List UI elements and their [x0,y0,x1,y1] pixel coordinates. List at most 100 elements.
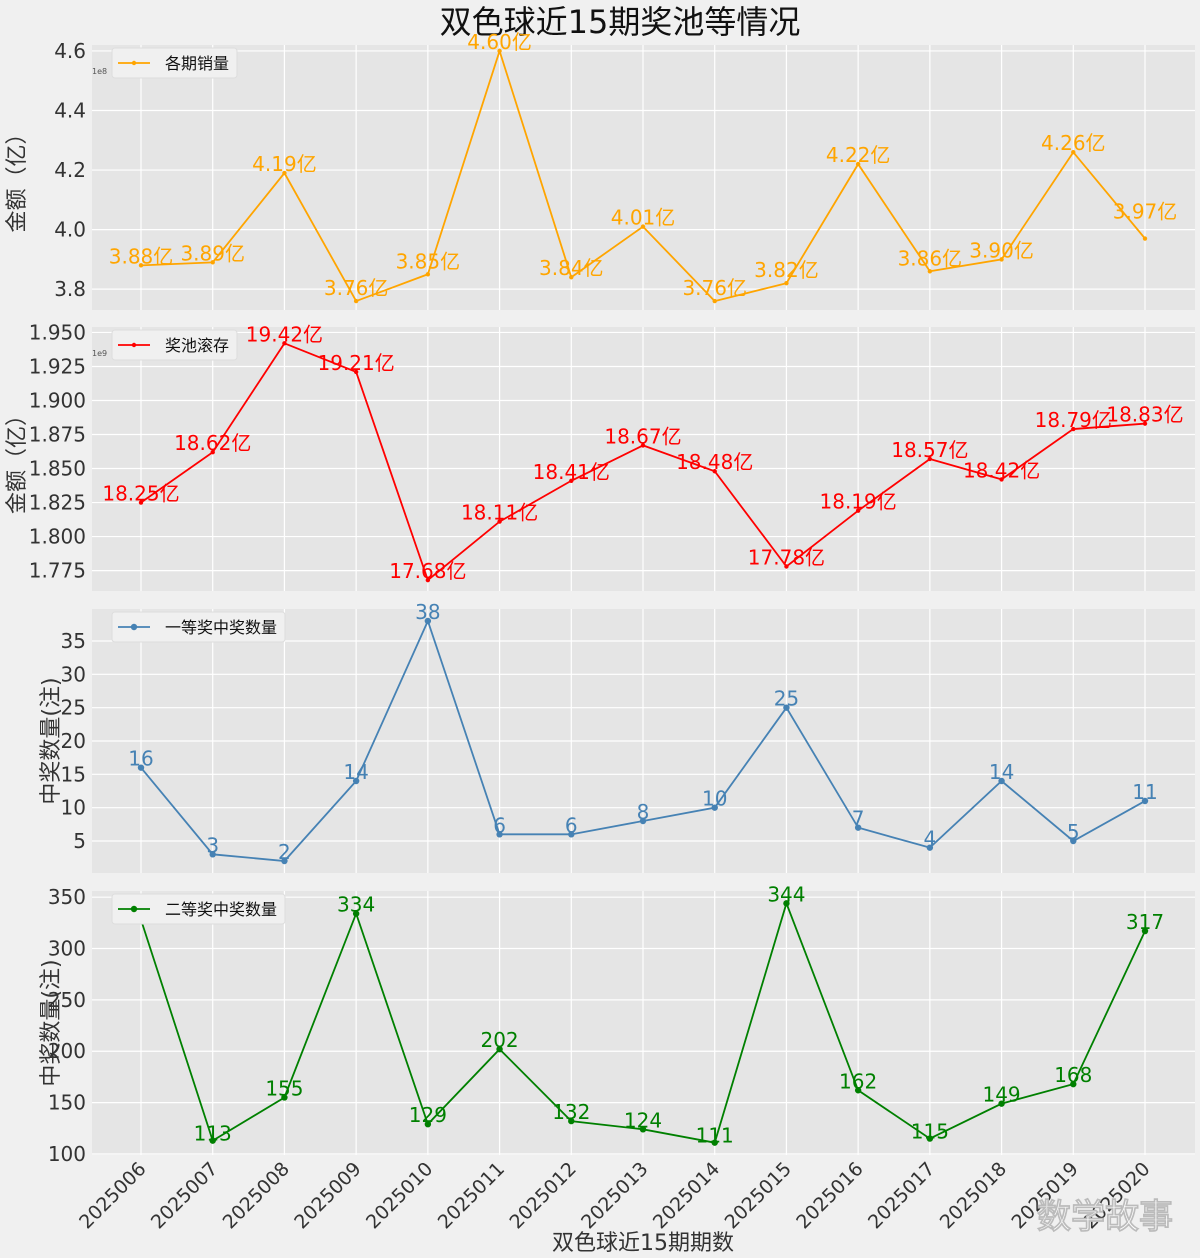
data-label: 17.78亿 [748,546,825,570]
y-axis-label: 中奖数量(注) [39,959,64,1086]
data-point [281,857,288,865]
data-point [138,263,144,268]
x-axis-label: 双色球近15期期数 [552,1231,734,1256]
data-label: 18.62亿 [174,431,251,455]
data-label: 3.88亿 [109,244,174,268]
data-label: 3.89亿 [180,241,245,265]
data-label: 155 [265,1076,303,1100]
y-tick-label: 35 [61,629,86,653]
data-point [926,844,934,851]
data-label: 3.76亿 [682,276,747,300]
legend-box [111,329,238,361]
data-point [1142,236,1148,241]
data-point [569,478,574,483]
y-tick-label: 15 [61,762,86,786]
data-label: 16 [128,747,153,771]
x-tick-label: 2025007 [147,1158,222,1233]
data-point [712,298,717,304]
watermark: 数学故事 [1037,1197,1173,1237]
legend-point-marker [131,342,137,348]
x-tick-label: 2025006 [75,1158,150,1233]
data-point [352,910,360,917]
legend-point-marker [131,60,137,66]
data-point [640,224,646,229]
data-point [568,831,575,838]
data-point [137,764,145,771]
panel-1: 3.8 4.0 4.2 4.4 4.6 1e8 金额（亿） 3.88亿 3.89亿 4.19亿 3.… [5,30,1195,310]
data-label: 6 [493,813,506,837]
sci-notation-label: 1e9 [92,349,107,358]
data-label: 4.22亿 [826,143,891,167]
y-tick-label: 1.900 [29,388,86,412]
data-point [497,48,502,54]
panel-3: 5 10 15 20 25 30 35 中奖数量(注) 16 3 2 14 38 6 6 8 10 25 7 4 14 5… [39,600,1195,873]
data-point [1070,1080,1077,1088]
data-point [711,804,718,811]
y-tick-label: 3.8 [54,277,86,301]
data-point [569,275,574,280]
data-label: 149 [982,1083,1020,1107]
legend-box [111,893,286,925]
x-tick-label: 2025014 [649,1158,724,1233]
data-point [352,777,360,785]
data-point [999,257,1004,262]
data-point [711,1139,718,1146]
y-tick-label: 200 [48,1039,86,1063]
data-point [927,269,933,274]
data-label: 5 [1067,820,1080,844]
y-tick-label: 30 [61,662,86,686]
data-label: 132 [552,1100,590,1124]
data-point [927,456,933,462]
data-label: 18.25亿 [102,482,179,506]
x-axis: 2025006202500720250082025009202501020250… [75,1158,1154,1233]
data-label: 202 [480,1028,518,1052]
legend: 二等奖中奖数量 [111,893,286,925]
legend-entry: 一等奖中奖数量 [165,618,277,637]
y-tick-label: 1.800 [29,525,86,549]
y-axis-label: 金额（亿） [5,404,30,514]
data-point [854,1087,862,1094]
x-tick-label: 2025013 [577,1158,652,1233]
y-tick-label: 4.2 [54,158,86,182]
y-axis-label: 金额（亿） [5,122,30,232]
data-label: 3.85亿 [396,249,461,273]
data-label: 14 [343,760,368,784]
data-point [998,777,1005,785]
y-tick-label: 20 [61,729,86,753]
x-tick-label: 2025009 [290,1158,365,1233]
data-point [639,817,647,825]
data-label: 19.21亿 [318,351,395,375]
data-label: 113 [194,1122,232,1146]
data-point [784,281,789,286]
data-point [1070,837,1077,845]
legend-entry: 奖池滚存 [165,336,229,355]
data-label: 4.26亿 [1041,131,1106,155]
y-tick-label: 1.825 [29,491,86,515]
data-label: 4.01亿 [611,206,676,230]
legend: 各期销量 [111,47,238,79]
data-point [568,1117,575,1125]
data-label: 2 [278,840,291,864]
data-point [281,1094,288,1101]
legend: 一等奖中奖数量 [111,611,286,643]
data-label: 3 [206,833,219,857]
y-axis-label: 中奖数量(注) [39,677,64,804]
legend-box [111,611,286,643]
y-tick-label: 100 [48,1142,86,1166]
data-label: 25 [774,687,799,711]
x-tick-label: 2025016 [792,1158,867,1233]
data-label: 18.11亿 [461,501,538,525]
y-tick-label: 300 [48,937,86,961]
data-point [783,900,790,907]
panel-4: 100150200250300350中奖数量(注)328113155334129… [39,882,1195,1166]
x-tick-label: 2025011 [434,1158,509,1233]
data-point [282,170,287,176]
data-label: 18.67亿 [604,424,681,448]
data-label: 14 [989,760,1014,784]
data-point [209,851,216,858]
data-point [1071,426,1076,432]
data-point [712,469,717,474]
x-tick-label: 2025015 [721,1158,796,1233]
data-label: 3.76亿 [324,276,389,300]
y-tick-label: 250 [48,988,86,1012]
